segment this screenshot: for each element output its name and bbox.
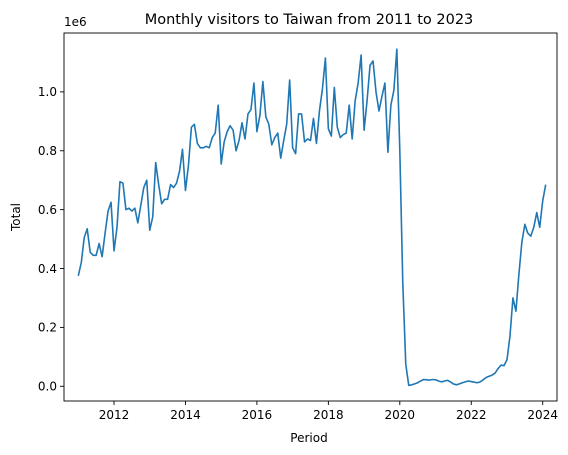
- y-tick-label-1: 0.2: [38, 321, 57, 335]
- y-tick-label-5: 1.0: [38, 85, 57, 99]
- x-tick-label-2014: 2014: [170, 408, 201, 422]
- y-tick-label-4: 0.8: [38, 144, 57, 158]
- plot-area: 2012 2014 2016 2018 2020 2022 2024 0.0 0.2 0.4 0.6…: [38, 32, 558, 422]
- x-tick-label-2012: 2012: [99, 408, 130, 422]
- y-offset-label: 1e6: [64, 15, 87, 29]
- x-tick-label-2020: 2020: [385, 408, 416, 422]
- x-tick-label-2016: 2016: [242, 408, 273, 422]
- x-tick-label-2018: 2018: [313, 408, 344, 422]
- x-axis-label: Period: [290, 431, 327, 445]
- plot-frame: [63, 32, 558, 402]
- series-line-0: [77, 48, 547, 387]
- y-axis-label: Total: [9, 203, 23, 232]
- x-tick-label-2024: 2024: [527, 408, 558, 422]
- x-tick-label-2022: 2022: [456, 408, 487, 422]
- y-tick-label-0: 0.0: [38, 380, 57, 394]
- y-tick-label-3: 0.6: [38, 203, 57, 217]
- y-tick-label-2: 0.4: [38, 262, 57, 276]
- chart-title: Monthly visitors to Taiwan from 2011 to …: [145, 12, 474, 28]
